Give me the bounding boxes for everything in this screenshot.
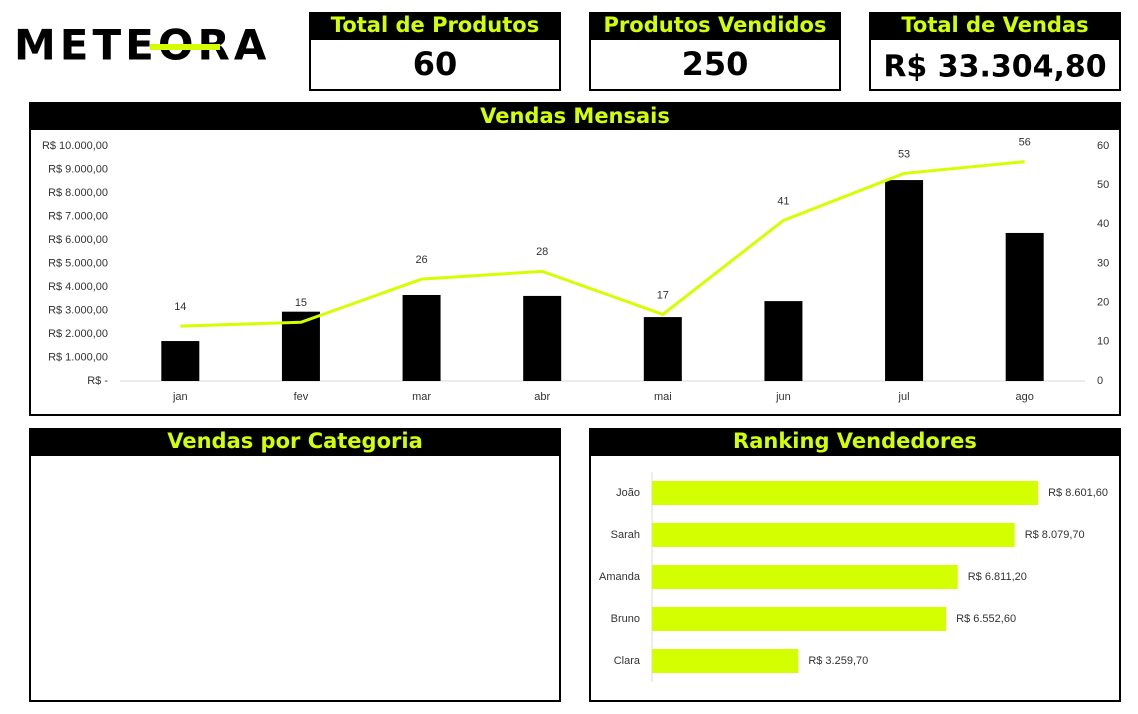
data-label: 15	[295, 297, 307, 309]
kpi-title: Produtos Vendidos	[604, 13, 827, 37]
data-label: 53	[898, 148, 910, 160]
y2-tick-label: 50	[1097, 179, 1109, 191]
y2-tick-label: 20	[1097, 297, 1109, 309]
category-label: Clara	[614, 655, 641, 667]
data-label: 28	[536, 246, 548, 258]
chart-title: Vendas Mensais	[480, 104, 670, 128]
bar	[652, 481, 1039, 505]
kpi-header	[590, 13, 840, 40]
logo-accent	[150, 44, 220, 50]
data-label: R$ 6.552,60	[956, 613, 1016, 625]
bar	[652, 649, 799, 673]
x-tick-label: mar	[412, 391, 431, 403]
data-label: R$ 8.601,60	[1048, 487, 1108, 499]
y-tick-label: R$ 5.000,00	[48, 257, 108, 269]
kpi-title: Total de Produtos	[331, 13, 539, 37]
kpi-value: R$ 33.304,80	[883, 50, 1106, 85]
x-tick-label: ago	[1016, 391, 1034, 403]
x-tick-label: abr	[534, 391, 550, 403]
line	[180, 160, 1025, 328]
data-label: 26	[415, 254, 427, 266]
x-tick-label: jul	[898, 391, 910, 403]
panel-title: Vendas por Categoria	[167, 429, 423, 453]
y-tick-label: R$ 4.000,00	[48, 281, 108, 293]
kpi-value: 250	[682, 45, 749, 83]
y-tick-label: R$ 10.000,00	[42, 140, 108, 152]
y-tick-label: R$ 6.000,00	[48, 234, 108, 246]
data-label: 17	[657, 289, 669, 301]
panel	[29, 102, 1121, 416]
y2-tick-label: 60	[1097, 140, 1109, 152]
panel-header	[30, 103, 1120, 130]
y-tick-label: R$ 2.000,00	[48, 328, 108, 340]
panel-header	[590, 429, 1120, 456]
kpi-header	[310, 13, 560, 40]
kpi-title: Total de Vendas	[901, 13, 1088, 37]
category-label: Bruno	[611, 613, 640, 625]
data-label: R$ 3.259,70	[808, 655, 868, 667]
bar	[652, 523, 1015, 547]
x-tick-label: fev	[294, 391, 309, 403]
category-label: Sarah	[611, 529, 640, 541]
y-tick-label: R$ 1.000,00	[48, 351, 108, 363]
bar	[885, 180, 924, 381]
data-label: 41	[777, 195, 789, 207]
category-label: Amanda	[599, 571, 641, 583]
x-tick-label: jun	[775, 391, 791, 403]
panel-header	[30, 429, 560, 456]
y-tick-label: R$ 3.000,00	[48, 304, 108, 316]
bar	[161, 341, 200, 381]
kpi-header	[870, 13, 1120, 40]
kpi-card: Total de Vendas R$ 33.304,80	[869, 12, 1121, 91]
data-label: R$ 6.811,20	[968, 571, 1027, 583]
logo: METEORA	[14, 21, 270, 70]
bar	[523, 295, 562, 381]
bar	[643, 317, 682, 381]
bar	[764, 301, 803, 381]
y2-tick-label: 40	[1097, 218, 1109, 230]
bar	[652, 607, 947, 631]
y-tick-label: R$ -	[87, 375, 108, 387]
kpi-value: 60	[413, 45, 458, 83]
y-tick-label: R$ 9.000,00	[48, 163, 108, 175]
data-label: 14	[174, 301, 186, 313]
bar	[652, 565, 958, 589]
x-tick-label: jan	[172, 391, 188, 403]
y2-tick-label: 0	[1097, 375, 1103, 387]
y-tick-label: R$ 8.000,00	[48, 187, 108, 199]
data-label: R$ 8.079,70	[1025, 529, 1085, 541]
chart-title: Ranking Vendedores	[733, 429, 977, 453]
category-label: João	[616, 487, 640, 499]
y2-tick-label: 10	[1097, 336, 1109, 348]
panel	[29, 428, 561, 702]
bar	[402, 294, 441, 381]
kpi-card: Produtos Vendidos 250	[589, 12, 841, 91]
y2-tick-label: 30	[1097, 257, 1109, 269]
data-label: 56	[1019, 137, 1031, 149]
y-tick-label: R$ 7.000,00	[48, 210, 108, 222]
x-tick-label: mai	[654, 391, 672, 403]
kpi-card: Total de Produtos 60	[309, 12, 561, 91]
bar	[1005, 232, 1044, 381]
